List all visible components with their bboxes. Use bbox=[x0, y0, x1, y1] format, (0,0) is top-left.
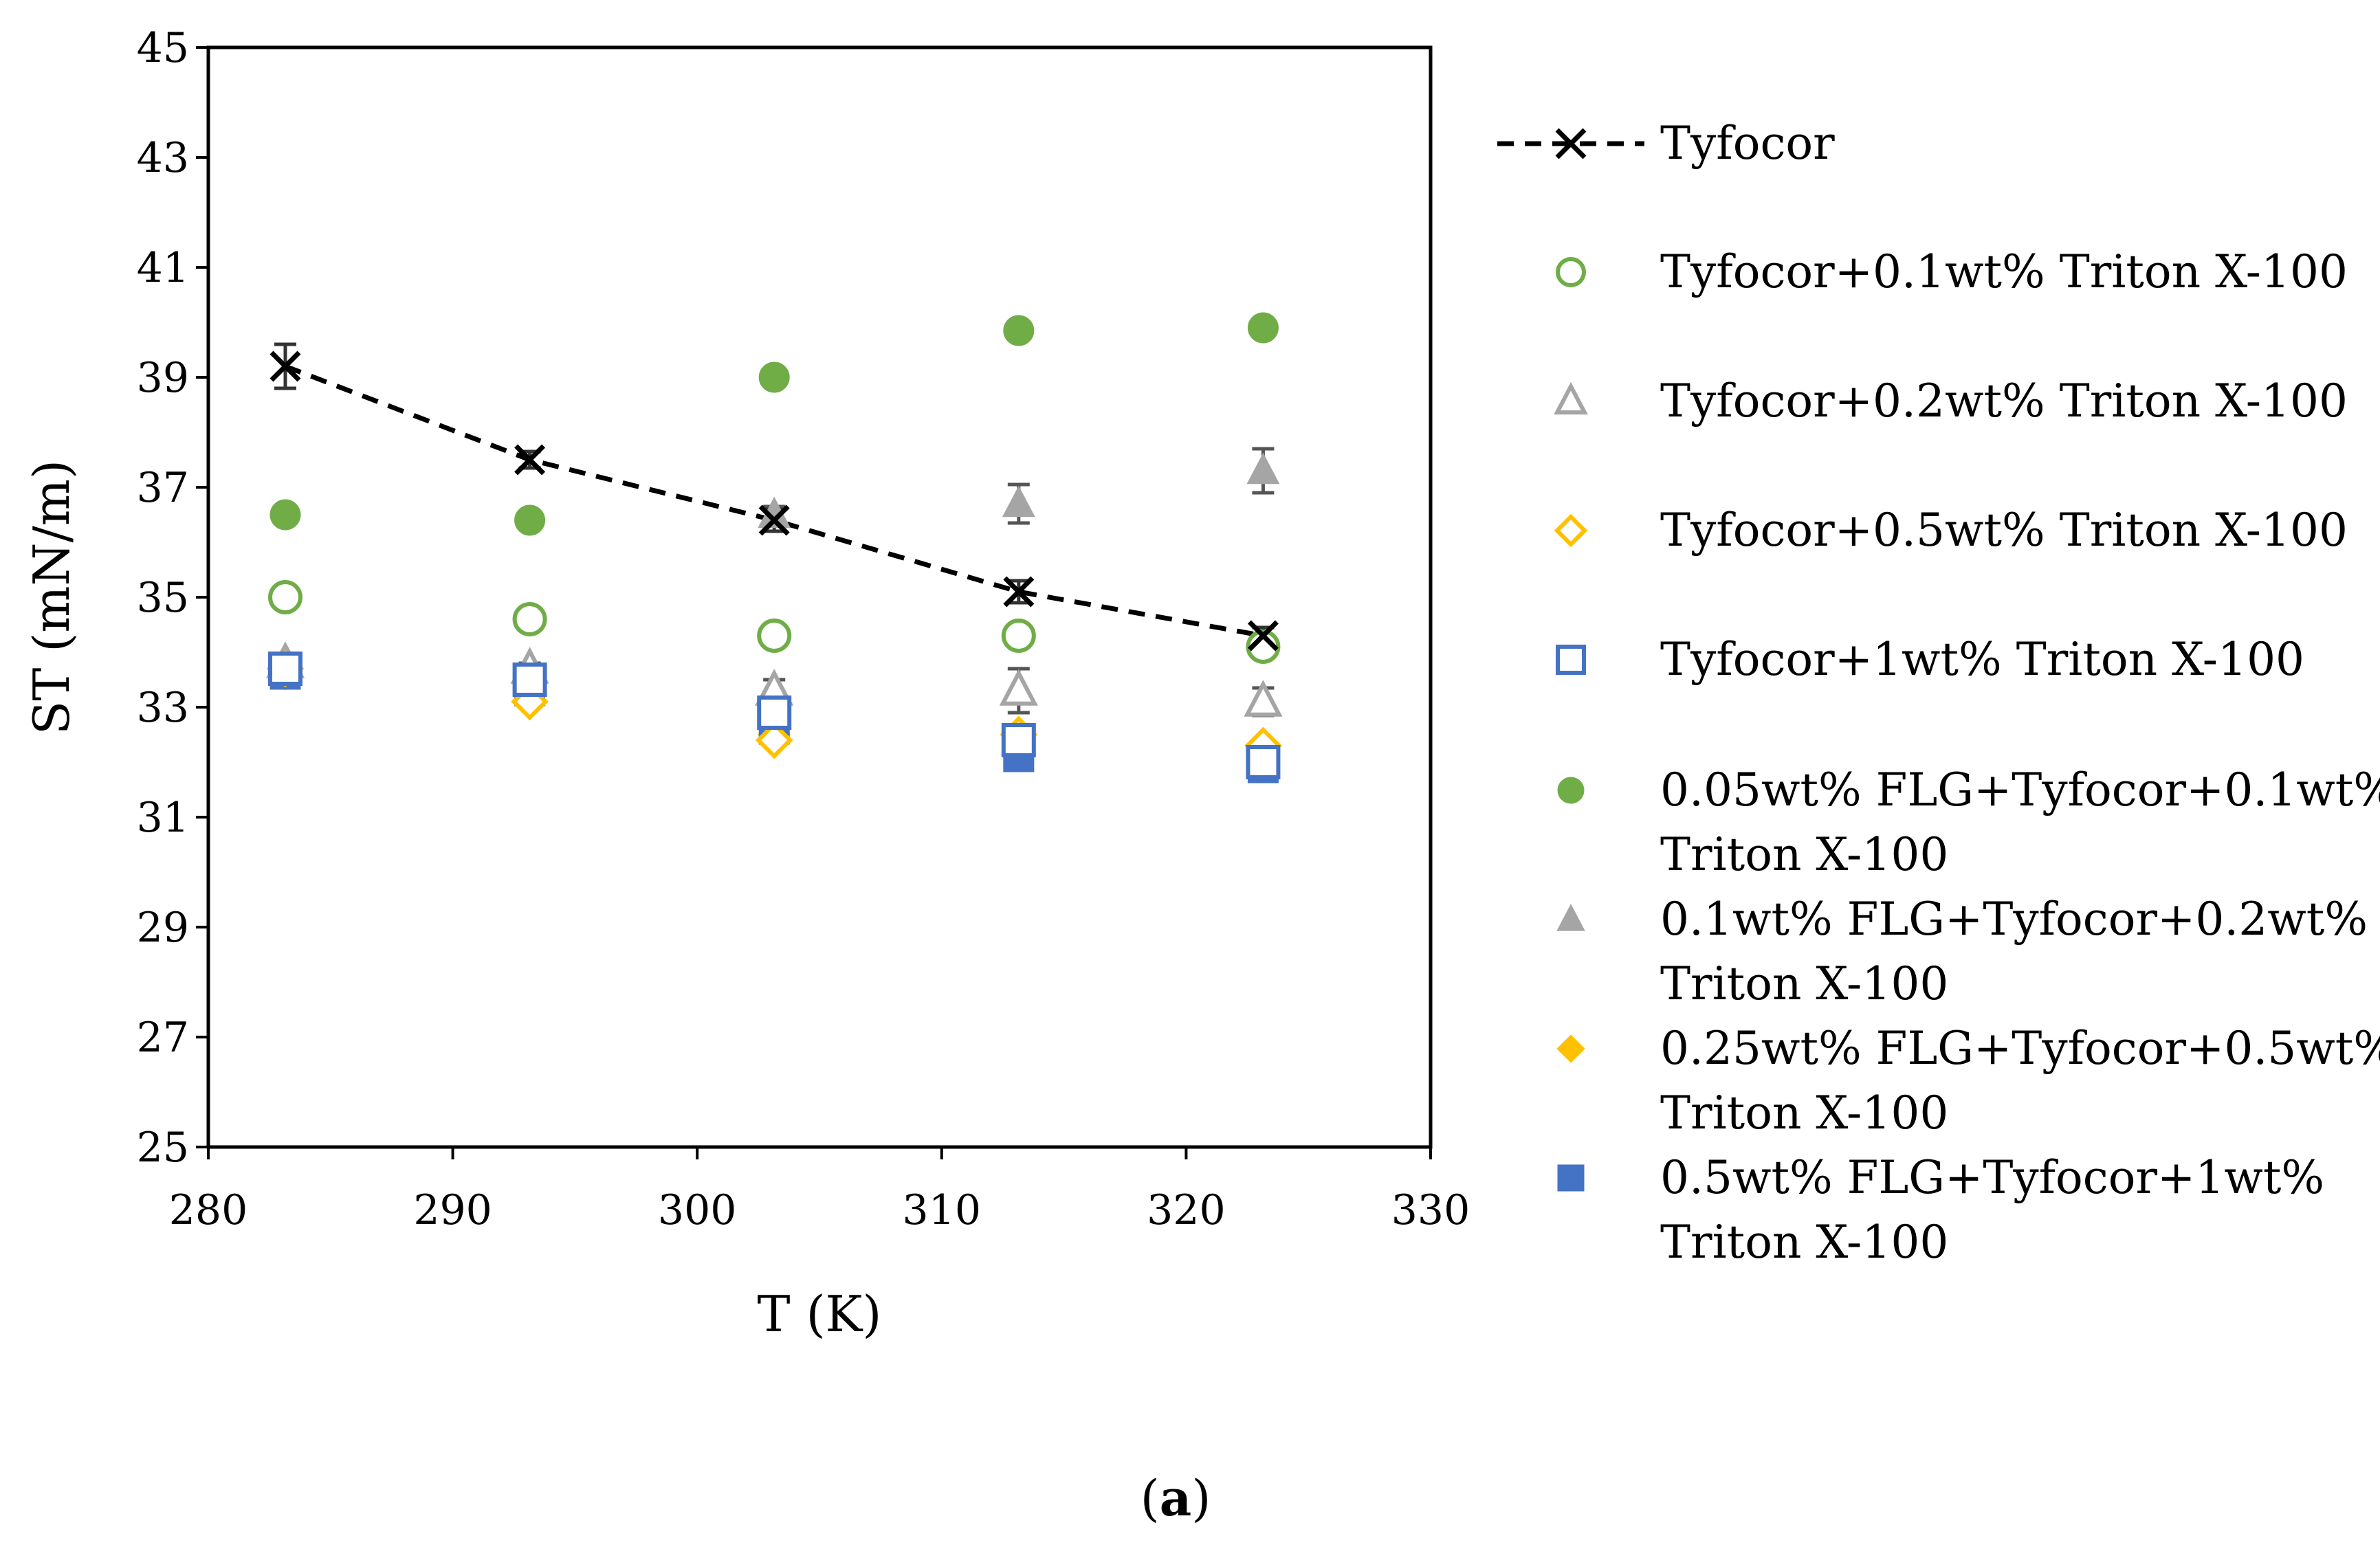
legend-label: Tyfocor bbox=[1660, 117, 1835, 170]
data-point bbox=[514, 504, 546, 536]
y-tick-label: 35 bbox=[137, 574, 189, 622]
series-lines bbox=[284, 364, 1264, 638]
y-tick-label: 27 bbox=[137, 1014, 189, 1062]
legend-label: Triton X-100 bbox=[1660, 1216, 1948, 1269]
data-point bbox=[757, 619, 792, 653]
legend-marker bbox=[1556, 904, 1585, 931]
data-point bbox=[269, 499, 301, 531]
figure-caption: (a) bbox=[1141, 1469, 1211, 1527]
legend-label: 0.5wt% FLG+Tyfocor+1wt% bbox=[1660, 1151, 2324, 1204]
data-point bbox=[1001, 723, 1036, 757]
legend-label: Triton X-100 bbox=[1660, 957, 1948, 1010]
legend-marker bbox=[1557, 1164, 1585, 1192]
y-tick-label: 43 bbox=[137, 134, 189, 182]
y-tick-label: 39 bbox=[137, 354, 189, 402]
legend-item: Tyfocor+0.5wt% Triton X-100 bbox=[1554, 504, 2348, 557]
legend-label: Tyfocor+1wt% Triton X-100 bbox=[1660, 633, 2304, 686]
data-point bbox=[758, 504, 790, 536]
x-tick-label: 330 bbox=[1391, 1186, 1470, 1234]
legend-label: Triton X-100 bbox=[1660, 828, 1948, 881]
legend-marker bbox=[1555, 128, 1587, 159]
legend-marker bbox=[1557, 777, 1585, 804]
legend-label: 0.1wt% FLG+Tyfocor+0.2wt% bbox=[1660, 893, 2368, 946]
data-point bbox=[999, 669, 1038, 706]
caption-open-paren: ( bbox=[1141, 1469, 1160, 1527]
y-tick-label: 25 bbox=[137, 1124, 189, 1172]
legend-item: Tyfocor bbox=[1497, 117, 1835, 170]
legend-label: Tyfocor+0.5wt% Triton X-100 bbox=[1660, 504, 2348, 557]
legend-label: 0.25wt% FLG+Tyfocor+0.5wt% bbox=[1660, 1022, 2380, 1075]
plot-area bbox=[206, 45, 1433, 1149]
legend-marker bbox=[1556, 257, 1586, 287]
tyfocor-trend-line bbox=[284, 364, 1264, 638]
data-point bbox=[268, 652, 303, 686]
y-tick-label: 37 bbox=[137, 464, 189, 512]
data-point bbox=[1003, 576, 1035, 608]
x-tick-label: 290 bbox=[413, 1186, 492, 1234]
legend-item: Tyfocor+0.2wt% Triton X-100 bbox=[1554, 375, 2348, 427]
legend-marker bbox=[1556, 1034, 1585, 1063]
caption-letter: a bbox=[1160, 1469, 1192, 1527]
legend-item: 0.5wt% FLG+Tyfocor+1wt% Triton X-100 bbox=[1557, 1151, 2324, 1269]
legend-marker bbox=[1554, 513, 1588, 548]
data-point bbox=[755, 721, 793, 759]
data-point bbox=[1247, 620, 1279, 652]
data-points bbox=[265, 312, 1283, 783]
y-tick-label: 31 bbox=[137, 794, 189, 842]
data-point bbox=[268, 580, 303, 614]
y-tick-label: 33 bbox=[137, 684, 189, 732]
legend: Tyfocor Tyfocor+0.1wt% Triton X-100 Tyfoco… bbox=[1497, 117, 2380, 1269]
y-axis-title: ST (mN/m) bbox=[23, 460, 80, 735]
x-tick-label: 310 bbox=[903, 1186, 982, 1234]
legend-item: Tyfocor+0.1wt% Triton X-100 bbox=[1556, 245, 2348, 298]
data-point bbox=[1246, 745, 1281, 779]
data-point bbox=[514, 444, 546, 476]
x-tick-label: 300 bbox=[658, 1186, 737, 1234]
caption-close-paren: ) bbox=[1191, 1469, 1211, 1527]
data-point bbox=[512, 663, 547, 697]
data-point bbox=[1244, 680, 1283, 717]
data-point bbox=[269, 350, 301, 382]
legend-marker bbox=[1556, 645, 1586, 675]
x-tick-label: 320 bbox=[1147, 1186, 1226, 1234]
data-point bbox=[1002, 485, 1035, 517]
y-tick-label: 45 bbox=[137, 24, 189, 72]
legend-item: Tyfocor+1wt% Triton X-100 bbox=[1556, 633, 2304, 686]
data-point bbox=[1247, 312, 1279, 344]
data-point bbox=[757, 695, 792, 730]
data-point bbox=[1003, 315, 1035, 346]
legend-marker bbox=[1554, 381, 1588, 415]
x-axis-title: T (K) bbox=[758, 1285, 882, 1343]
data-point bbox=[758, 361, 790, 393]
legend-label: Tyfocor+0.2wt% Triton X-100 bbox=[1660, 375, 2348, 427]
data-point bbox=[1246, 630, 1281, 664]
y-tick-label: 41 bbox=[137, 244, 189, 292]
x-axis: 280 290 300 310 320 330 bbox=[169, 1147, 1470, 1234]
y-axis: 25 27 29 31 33 35 37 39 41 43 45 bbox=[137, 24, 208, 1172]
y-tick-label: 29 bbox=[137, 904, 189, 952]
legend-item: 0.25wt% FLG+Tyfocor+0.5wt% Triton X-100 bbox=[1556, 1022, 2380, 1139]
legend-label: Triton X-100 bbox=[1660, 1087, 1948, 1139]
data-point bbox=[1001, 619, 1036, 653]
legend-item: 0.1wt% FLG+Tyfocor+0.2wt% Triton X-100 bbox=[1556, 893, 2368, 1010]
x-tick-label: 280 bbox=[169, 1186, 248, 1234]
legend-label: Tyfocor+0.1wt% Triton X-100 bbox=[1660, 245, 2348, 298]
data-point bbox=[1246, 452, 1280, 485]
legend-label: 0.05wt% FLG+Tyfocor+0.1wt% bbox=[1660, 764, 2380, 816]
data-point bbox=[512, 602, 547, 636]
legend-item: 0.05wt% FLG+Tyfocor+0.1wt% Triton X-100 bbox=[1557, 764, 2380, 881]
